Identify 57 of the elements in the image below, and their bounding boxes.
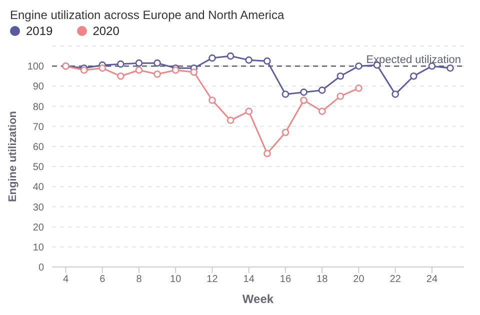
point — [154, 70, 161, 78]
point — [190, 68, 198, 76]
point — [392, 90, 399, 98]
x-tick-label: 24 — [426, 274, 438, 286]
point — [355, 84, 362, 92]
y-tick-label: 0 — [38, 262, 44, 274]
point — [154, 59, 161, 67]
point — [282, 90, 290, 98]
point — [226, 52, 234, 60]
point — [410, 72, 418, 80]
y-tick-label: 100 — [27, 62, 44, 73]
chart-title: Engine utilization across Europe and North America — [10, 8, 286, 22]
point — [300, 88, 308, 96]
legend-label: 2019 — [25, 24, 53, 38]
point — [300, 96, 308, 104]
point — [245, 56, 252, 64]
point — [318, 86, 326, 94]
x-tick-label: 22 — [390, 274, 402, 286]
x-tick-label: 10 — [170, 274, 182, 286]
x-tick-label: 16 — [280, 274, 292, 286]
y-tick-label: 60 — [32, 142, 44, 154]
y-tick-label: 20 — [32, 222, 44, 234]
y-axis-title: Engine utilization — [6, 110, 19, 202]
point — [245, 108, 252, 115]
x-tick-label: 4 — [62, 274, 69, 286]
ref-line-label: Expected utilization — [366, 54, 461, 66]
x-tick-label: 12 — [206, 274, 218, 286]
legend-label: 2020 — [92, 24, 120, 38]
y-tick-label: 80 — [32, 102, 44, 113]
point — [446, 64, 454, 72]
y-tick-label: 10 — [32, 242, 44, 254]
y-tick-label: 50 — [32, 162, 44, 174]
x-axis-title: Week — [242, 292, 274, 306]
point — [208, 96, 216, 104]
point — [226, 116, 234, 124]
x-tick-label: 20 — [353, 274, 365, 286]
y-tick-label: 70 — [32, 122, 44, 133]
point — [98, 64, 106, 72]
y-tick-label: 90 — [32, 82, 44, 93]
point — [264, 150, 271, 158]
point — [336, 92, 344, 100]
point — [117, 72, 124, 80]
point — [318, 108, 326, 115]
point — [336, 72, 344, 80]
y-tick-label: 30 — [32, 202, 44, 214]
point — [264, 57, 271, 65]
x-tick-label: 18 — [316, 274, 328, 286]
point — [135, 59, 143, 67]
point — [282, 128, 290, 136]
x-tick-label: 8 — [136, 274, 142, 286]
point — [135, 66, 143, 74]
x-tick-label: 14 — [243, 274, 255, 286]
point — [117, 60, 124, 68]
x-tick-label: 6 — [100, 274, 106, 286]
point — [208, 54, 216, 62]
y-tick-label: 40 — [32, 182, 44, 194]
point — [355, 62, 362, 70]
